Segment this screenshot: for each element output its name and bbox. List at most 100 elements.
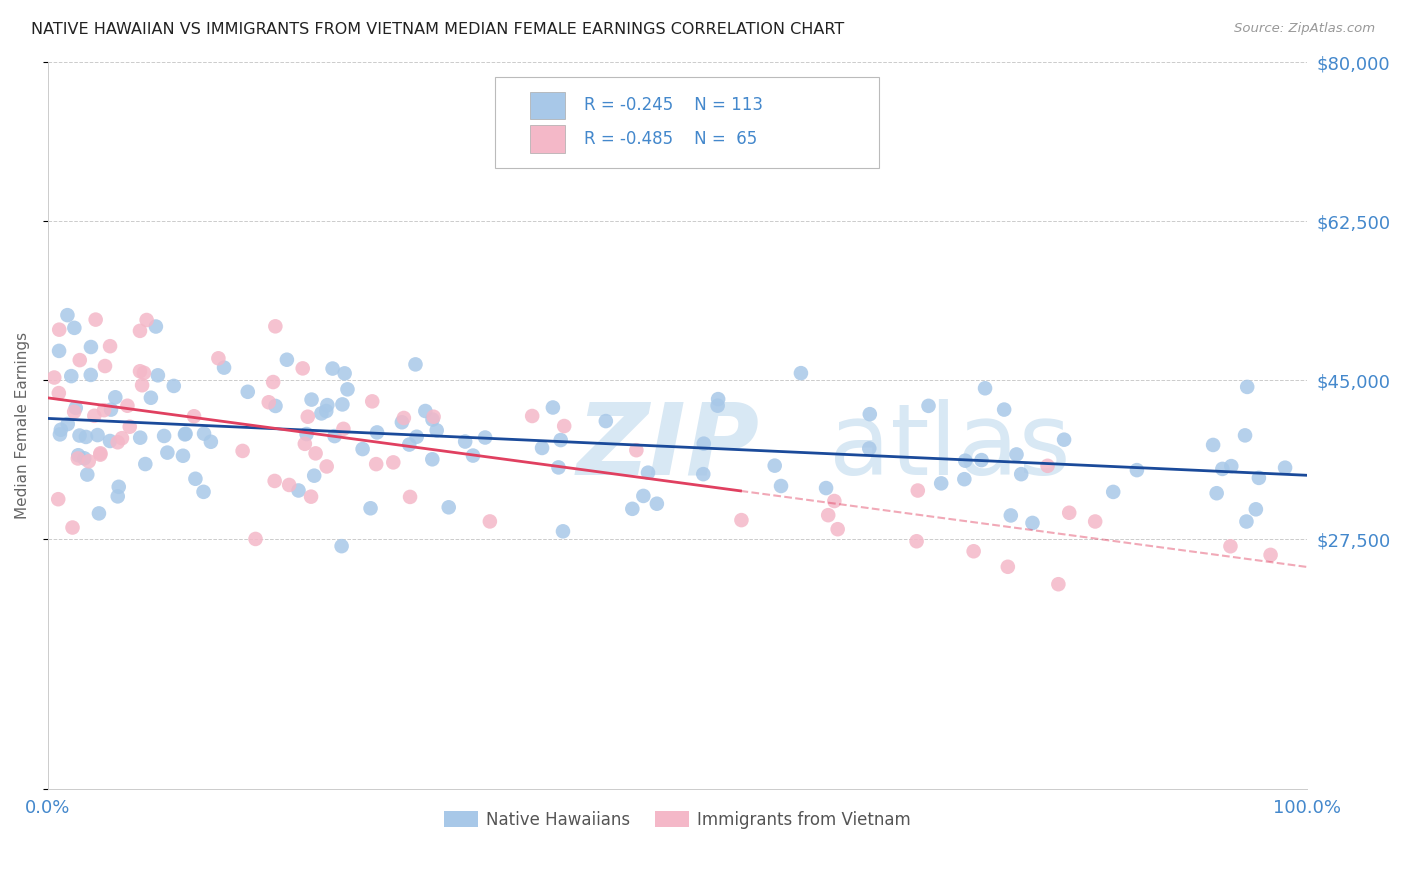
Point [84, 312, 107, 326]
Point [315, 404, 337, 418]
Point [139, 391, 162, 405]
Text: atlas: atlas [828, 399, 1070, 496]
Point [316, 398, 339, 412]
Point [1102, 484, 1125, 499]
Point [287, 483, 309, 498]
Point [1244, 502, 1267, 516]
Text: ZIP: ZIP [576, 399, 759, 496]
Point [955, 453, 977, 467]
Point [815, 481, 838, 495]
Point [621, 501, 644, 516]
Point [398, 437, 420, 451]
Point [63, 405, 86, 419]
Text: R = -0.245    N = 113: R = -0.245 N = 113 [585, 96, 763, 114]
Point [63, 321, 86, 335]
Text: NATIVE HAWAIIAN VS IMMIGRANTS FROM VIETNAM MEDIAN FEMALE EARNINGS CORRELATION CH: NATIVE HAWAIIAN VS IMMIGRANTS FROM VIETN… [31, 22, 844, 37]
Point [301, 392, 323, 407]
Point [993, 402, 1015, 417]
Point [645, 497, 668, 511]
Point [183, 409, 205, 424]
Point [336, 382, 359, 396]
Point [1274, 460, 1296, 475]
Point [131, 378, 153, 392]
Point [706, 399, 728, 413]
Point [295, 427, 318, 442]
Point [730, 513, 752, 527]
Point [769, 479, 792, 493]
Point [858, 442, 880, 456]
Point [49, 423, 72, 437]
Point [907, 483, 929, 498]
Point [454, 434, 477, 449]
Point [117, 399, 139, 413]
Point [437, 500, 460, 515]
Point [1211, 462, 1233, 476]
Point [1126, 463, 1149, 477]
Point [100, 402, 122, 417]
Point [67, 448, 90, 462]
Point [962, 544, 984, 558]
Point [156, 445, 179, 459]
Point [352, 442, 374, 456]
Point [193, 484, 215, 499]
Point [1084, 515, 1107, 529]
Point [817, 508, 839, 523]
Point [94, 359, 117, 373]
Text: R = -0.485    N =  65: R = -0.485 N = 65 [585, 130, 758, 148]
Point [1021, 516, 1043, 530]
Point [69, 428, 91, 442]
Point [294, 437, 316, 451]
Point [997, 559, 1019, 574]
Point [541, 401, 564, 415]
Point [98, 434, 121, 448]
Point [48, 386, 70, 401]
Point [264, 319, 287, 334]
FancyBboxPatch shape [495, 77, 879, 168]
Point [132, 366, 155, 380]
Point [257, 395, 280, 409]
Point [478, 515, 501, 529]
Point [1220, 459, 1243, 474]
Point [98, 339, 121, 353]
Point [75, 430, 97, 444]
Point [405, 358, 427, 372]
Point [134, 457, 156, 471]
Point [86, 428, 108, 442]
Point [707, 392, 730, 406]
Point [426, 423, 449, 437]
Point [332, 397, 354, 411]
Point [859, 407, 882, 421]
Text: Source: ZipAtlas.com: Source: ZipAtlas.com [1234, 22, 1375, 36]
Point [129, 431, 152, 445]
Point [48, 323, 70, 337]
Point [60, 369, 83, 384]
Point [76, 467, 98, 482]
Point [360, 501, 382, 516]
Point [531, 441, 554, 455]
Point [399, 490, 422, 504]
Point [322, 361, 344, 376]
Legend: Native Hawaiians, Immigrants from Vietnam: Native Hawaiians, Immigrants from Vietna… [437, 804, 917, 836]
Point [107, 480, 129, 494]
Point [391, 415, 413, 429]
Point [111, 431, 134, 445]
Point [382, 455, 405, 469]
Point [135, 313, 157, 327]
Point [73, 451, 96, 466]
Point [1260, 548, 1282, 562]
Point [763, 458, 786, 473]
Point [56, 417, 79, 431]
Point [1236, 515, 1258, 529]
Point [1005, 447, 1028, 461]
Point [405, 430, 427, 444]
Point [49, 427, 72, 442]
Point [1205, 486, 1227, 500]
Point [87, 507, 110, 521]
Point [299, 490, 322, 504]
Point [823, 494, 845, 508]
Point [80, 340, 103, 354]
Point [953, 472, 976, 486]
Point [332, 422, 354, 436]
Point [145, 319, 167, 334]
Point [366, 457, 388, 471]
